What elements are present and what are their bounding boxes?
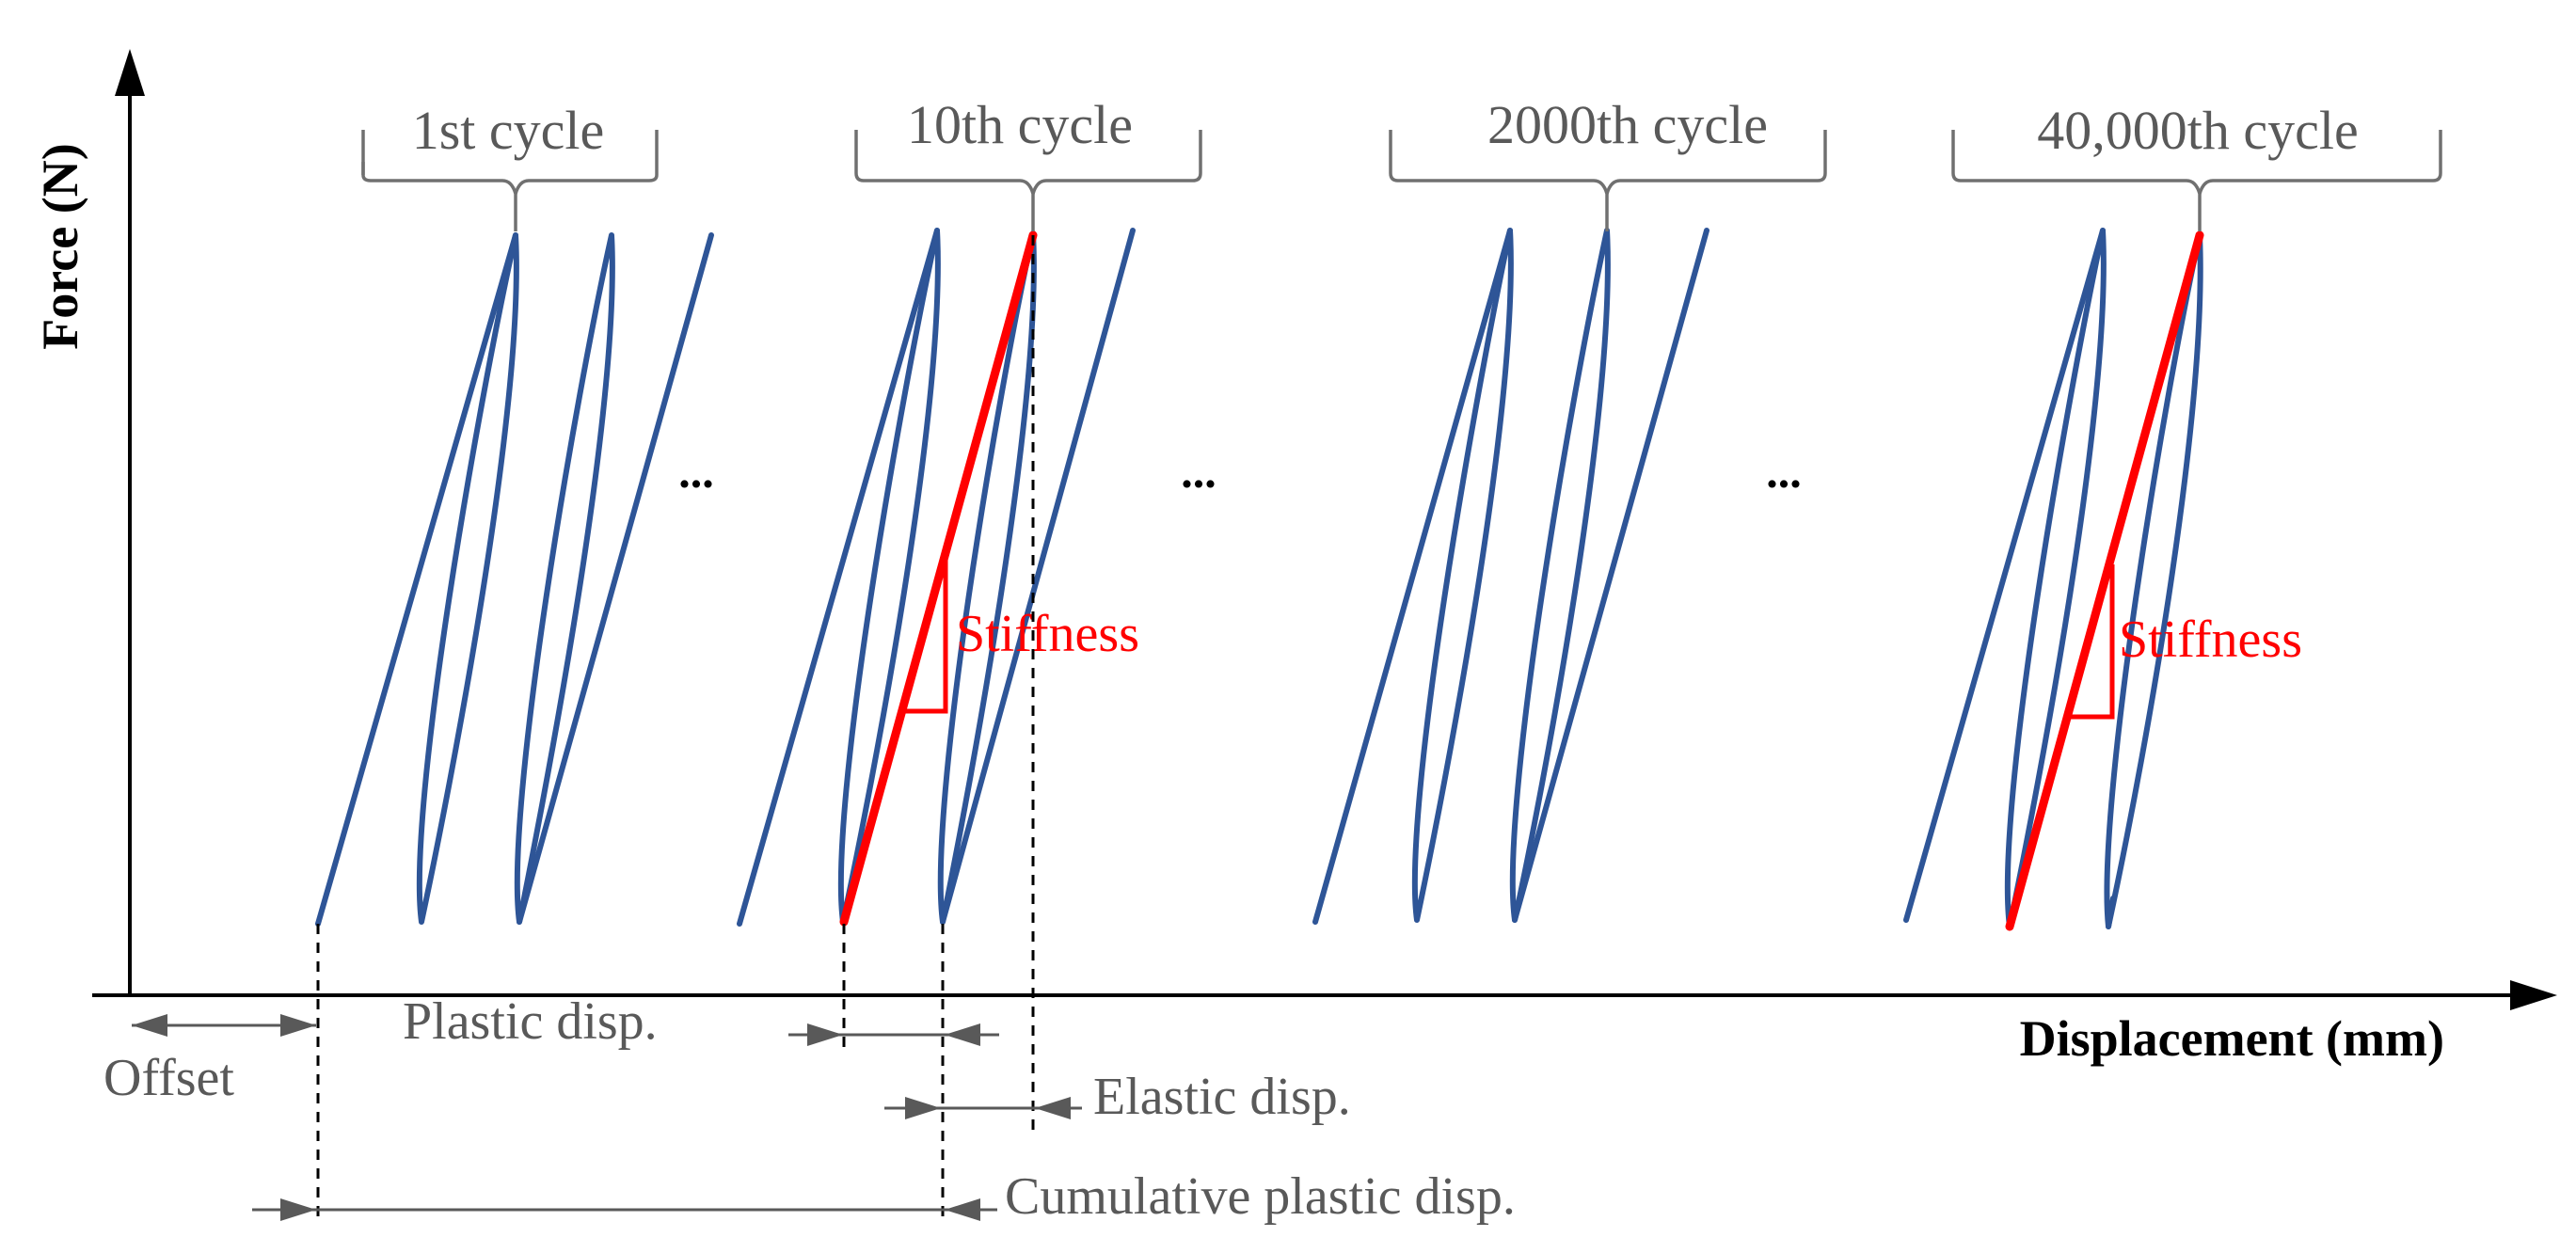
hysteresis-loop [837,228,941,925]
plastic-disp-label: Plastic disp. [403,992,658,1051]
cycle-group-2000 [1312,228,1709,925]
stiffness-triangle [2066,564,2115,720]
cumulative-plastic-disp-label: Cumulative plastic disp. [1005,1167,1516,1226]
stiffness-line [2005,230,2204,931]
elastic-disp-label: Elastic disp. [1093,1068,1351,1126]
cycle-group-40000 [1903,228,2204,931]
stiffness-triangle [903,557,948,714]
x-axis-label: Displacement (mm) [2020,1010,2444,1067]
cycle-label-1: 1st cycle [412,100,605,161]
cycle-brace-10 [854,130,1202,231]
ellipsis-2: ... [1181,445,1216,498]
load-line [1312,228,1513,925]
unload-tail [2106,896,2116,929]
offset-label: Offset [103,1049,234,1107]
hysteresis-loop [937,230,1037,925]
cycle-label-2000: 2000th cycle [1487,94,1768,155]
cumulative-plastic-disp-dimension [252,1198,997,1221]
hysteresis-loop [2104,232,2203,929]
unload-line [1512,228,1709,923]
cycle-group-1 [315,232,714,927]
hysteresis-loop [1509,228,1611,923]
load-line [1903,228,2106,923]
offset-dimension [132,1014,316,1037]
x-axis-arrowhead [2510,980,2557,1010]
cycle-brace-2000 [1389,130,1827,231]
hysteresis-loop [1411,228,1514,923]
y-axis-arrowhead [115,49,145,96]
elastic-disp-dimension [884,1097,1082,1119]
cycle-brace-40000 [1951,130,2442,231]
load-line [315,232,518,927]
cycle-label-10: 10th cycle [907,94,1133,155]
cycle-group-10 [737,228,1136,927]
cycle-brace-1 [361,130,659,231]
y-axis-label: Force (N) [32,143,88,349]
hysteresis-loop [2004,228,2107,929]
hysteresis-loop [416,232,519,925]
stiffness-label-40000: Stiffness [2119,611,2302,669]
ellipsis-1: ... [678,445,714,498]
unload-line [517,232,714,925]
cycle-label-40000: 40,000th cycle [2037,100,2358,161]
load-line [737,228,940,927]
plastic-disp-dimension [788,1023,999,1046]
ellipsis-3: ... [1766,445,1802,498]
hysteresis-loop [514,232,615,925]
unload-line [940,228,1136,925]
stiffness-label-10: Stiffness [956,605,1139,663]
stiffness-line [839,230,1038,927]
